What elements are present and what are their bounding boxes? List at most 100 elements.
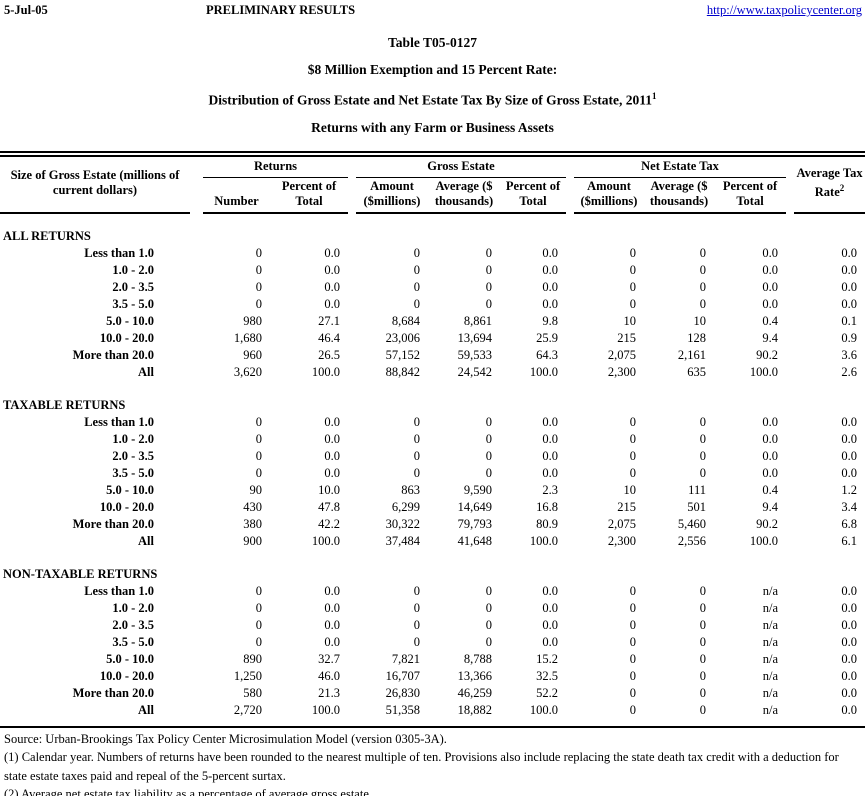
cell-gross-amount: 0 — [413, 583, 420, 598]
header-padding-row — [0, 213, 865, 228]
cell-gross-percent: 25.9 — [536, 330, 558, 345]
column-spacer — [348, 668, 356, 685]
column-spacer — [348, 330, 356, 347]
row-label: 10.0 - 20.0 — [99, 668, 154, 683]
cell-net-average: 0 — [699, 651, 706, 666]
table-row: 5.0 - 10.0 90 10.0 863 9,590 2.3 10 111 0.4 1.2 — [0, 482, 865, 499]
cell-net-average: 0 — [699, 465, 706, 480]
cell-net-percent: 0.0 — [762, 465, 779, 480]
column-spacer — [348, 499, 356, 516]
row-label: 3.5 - 5.0 — [112, 296, 154, 311]
net-average-header: Average ($ thousands) — [644, 177, 714, 214]
column-spacer — [566, 600, 574, 617]
cell-avg-tax-rate: 0.0 — [841, 600, 858, 615]
cell-returns-percent: 0.0 — [324, 279, 340, 294]
column-spacer — [190, 414, 203, 431]
cell-gross-percent: 0.0 — [542, 617, 558, 632]
table-row: 3.5 - 5.0 0 0.0 0 0 0.0 0 0 0.0 0.0 — [0, 296, 865, 313]
cell-net-percent: 9.4 — [762, 499, 779, 514]
cell-net-percent: n/a — [762, 617, 779, 632]
column-spacer — [348, 600, 356, 617]
column-spacer — [190, 364, 203, 381]
column-spacer — [786, 448, 794, 465]
column-spacer — [786, 583, 794, 600]
table-row: 10.0 - 20.0 430 47.8 6,299 14,649 16.8 215 501 9… — [0, 499, 865, 516]
row-label: More than 20.0 — [72, 516, 154, 531]
cell-gross-average: 9,590 — [463, 482, 492, 497]
column-spacer — [190, 600, 203, 617]
row-label: More than 20.0 — [72, 347, 154, 362]
column-spacer — [786, 533, 794, 550]
cell-net-percent: 0.0 — [762, 245, 779, 260]
table-number-title: Table T05-0127 — [388, 35, 477, 50]
cell-net-amount: 2,300 — [607, 364, 636, 379]
cell-gross-average: 0 — [485, 431, 492, 446]
cell-net-amount: 2,075 — [607, 516, 636, 531]
cell-gross-amount: 0 — [413, 414, 420, 429]
cell-gross-amount: 0 — [413, 600, 420, 615]
row-label: 3.5 - 5.0 — [112, 634, 154, 649]
cell-returns-percent: 21.3 — [318, 685, 340, 700]
cell-net-average: 0 — [699, 279, 706, 294]
cell-gross-average: 0 — [485, 279, 492, 294]
cell-gross-average: 0 — [485, 465, 492, 480]
column-spacer — [566, 313, 574, 330]
cell-net-amount: 0 — [629, 634, 636, 649]
column-spacer — [348, 448, 356, 465]
net-estate-tax-group-header: Net Estate Tax — [574, 153, 787, 178]
cell-returns-number: 980 — [243, 313, 262, 328]
column-spacer — [786, 364, 794, 381]
cell-returns-number: 0 — [255, 634, 262, 649]
cell-gross-amount: 0 — [413, 262, 420, 277]
column-spacer — [566, 516, 574, 533]
cell-net-percent: 0.0 — [762, 448, 779, 463]
cell-gross-amount: 0 — [413, 431, 420, 446]
table-row: 10.0 - 20.0 1,250 46.0 16,707 13,366 32.5 0 0 n/… — [0, 668, 865, 685]
section-title: ALL RETURNS — [3, 228, 91, 243]
row-label: 3.5 - 5.0 — [112, 465, 154, 480]
table-row: 1.0 - 2.0 0 0.0 0 0 0.0 0 0 0.0 0.0 — [0, 262, 865, 279]
cell-avg-tax-rate: 2.6 — [841, 364, 858, 379]
cell-net-average: 2,556 — [677, 533, 706, 548]
cell-net-amount: 0 — [629, 448, 636, 463]
row-label: 2.0 - 3.5 — [112, 448, 154, 463]
column-spacer — [348, 313, 356, 330]
taxpolicycenter-link[interactable]: http://www.taxpolicycenter.org — [706, 3, 862, 17]
cell-gross-percent: 0.0 — [542, 465, 558, 480]
cell-gross-percent: 0.0 — [542, 262, 558, 277]
cell-returns-number: 0 — [255, 296, 262, 311]
table-row: 2.0 - 3.5 0 0.0 0 0 0.0 0 0 0.0 0.0 — [0, 279, 865, 296]
cell-returns-number: 0 — [255, 431, 262, 446]
cell-avg-tax-rate: 6.8 — [841, 516, 858, 531]
preliminary-results-label: PRELIMINARY RESULTS — [206, 3, 356, 17]
column-spacer — [190, 668, 203, 685]
top-bar: 5-Jul-05 PRELIMINARY RESULTS http://www.… — [0, 0, 865, 18]
table-row: 2.0 - 3.5 0 0.0 0 0 0.0 0 0 n/a 0.0 — [0, 617, 865, 634]
cell-net-average: 0 — [699, 583, 706, 598]
cell-gross-amount: 863 — [401, 482, 420, 497]
cell-net-amount: 0 — [629, 702, 636, 717]
cell-gross-percent: 0.0 — [542, 296, 558, 311]
column-spacer — [190, 465, 203, 482]
column-spacer — [786, 702, 794, 719]
section-header-row: ALL RETURNS — [0, 228, 865, 245]
table-row: 10.0 - 20.0 1,680 46.4 23,006 13,694 25.9 215 1… — [0, 330, 865, 347]
column-spacer — [190, 482, 203, 499]
column-spacer — [566, 482, 574, 499]
column-spacer — [348, 154, 356, 213]
cell-net-percent: 0.0 — [762, 262, 779, 277]
column-spacer — [566, 499, 574, 516]
net-percent-header: Percent of Total — [714, 177, 787, 214]
column-spacer — [566, 702, 574, 719]
average-tax-rate-header: Average Tax Rate2 — [794, 153, 865, 214]
cell-net-percent: n/a — [762, 583, 779, 598]
column-spacer — [348, 465, 356, 482]
row-label: Less than 1.0 — [84, 583, 154, 598]
cell-gross-amount: 37,484 — [385, 533, 420, 548]
cell-gross-percent: 9.8 — [542, 313, 558, 328]
cell-avg-tax-rate: 0.0 — [841, 262, 858, 277]
cell-gross-amount: 8,684 — [391, 313, 420, 328]
column-spacer — [566, 448, 574, 465]
table-row: 5.0 - 10.0 890 32.7 7,821 8,788 15.2 0 0 n/a 0.0 — [0, 651, 865, 668]
column-spacer — [566, 414, 574, 431]
